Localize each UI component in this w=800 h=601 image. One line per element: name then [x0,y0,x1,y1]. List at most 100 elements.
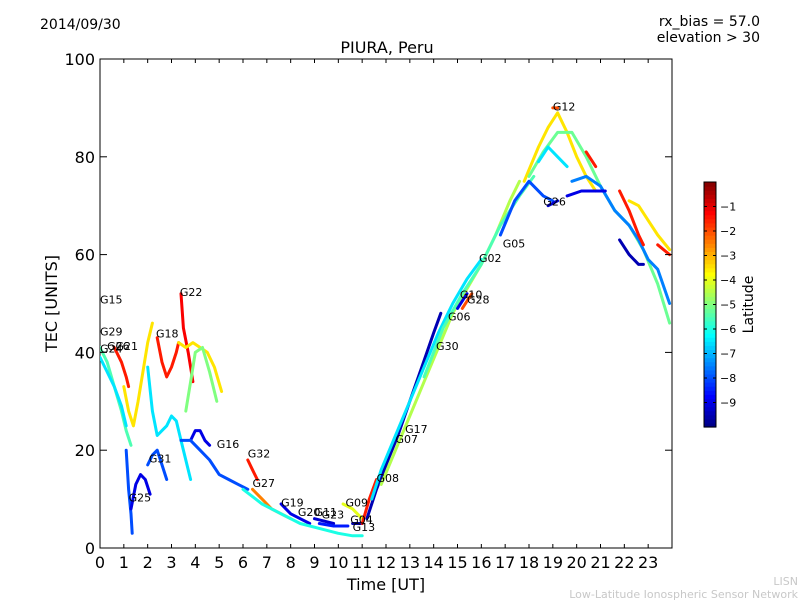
y-tick-label: 100 [64,50,95,69]
colorbar-segment [704,226,716,232]
satellite-label-g11: G11 [315,506,338,519]
satellite-label-g27: G27 [253,477,276,490]
colorbar-segment [704,312,716,318]
colorbar-segment [704,422,716,428]
colorbar-tick-label: −4 [720,274,736,287]
series-g28 [460,292,474,310]
x-tick-label: 22 [614,553,634,572]
colorbar-tick-label: −2 [720,225,736,238]
colorbar-segment [704,304,716,310]
colorbar-segment [704,410,716,416]
y-tick-label: 20 [75,441,95,460]
series-g26c [565,189,607,198]
colorbar-segment [704,345,716,351]
series-g26b [570,174,672,305]
series-g13 [627,199,672,252]
satellite-label-g07: G07 [396,433,419,446]
satellite-label-g13: G13 [353,521,376,534]
series-g08 [360,478,378,525]
x-tick-label: 23 [638,553,658,572]
satellite-label-g15: G15 [100,294,123,307]
x-tick-label: 19 [543,553,563,572]
colorbar-tick-label: −8 [720,372,736,385]
satellite-label-g25: G25 [129,492,152,505]
colorbar-segment [704,300,716,306]
series-g12d [537,145,569,169]
colorbar-segment [704,231,716,236]
colorbar-tick-label: −5 [720,299,736,312]
series-g05 [498,179,555,237]
x-tick-label: 16 [471,553,491,572]
colorbar-segment [704,259,716,265]
colorbar-segment [704,394,716,400]
colorbar-segment [704,263,716,269]
colorbar-segment [704,243,716,248]
colorbar-segment [704,337,716,342]
colorbar-segment [704,333,716,338]
colorbar-segment [704,365,716,371]
x-tick-label: 3 [166,553,176,572]
series-g14 [584,150,598,169]
colorbar-segment [704,414,716,420]
colorbar-segment [704,341,716,346]
x-tick-label: 1 [119,553,129,572]
colorbar-segment [704,406,716,412]
colorbar-segment [704,369,716,375]
colorbar-tick-label: −6 [720,323,736,336]
colorbar-label: Latitude [741,276,757,334]
colorbar-segment [704,308,716,314]
colorbar-tick-label: −7 [720,348,736,361]
series-g32 [246,458,259,481]
colorbar-segment [704,296,716,302]
series-g11 [313,517,336,525]
colorbar-segment [704,386,716,391]
colorbar-segment [704,324,716,330]
series-g22c [184,346,219,413]
colorbar-tick-label: −9 [720,397,736,410]
x-tick-label: 18 [519,553,539,572]
colorbar-segment [704,329,716,334]
x-tick-label: 13 [400,553,420,572]
satellite-label-g08: G08 [376,472,399,485]
colorbar-segment [704,186,716,191]
chart-title: PIURA, Peru [340,38,434,57]
colorbar-segment [704,292,716,297]
elevation-label: elevation > 30 [656,30,760,46]
y-tick-label: 60 [75,246,95,265]
colorbar-segment [704,271,716,277]
colorbar-segment [704,288,716,293]
date-label: 2014/09/30 [40,17,121,33]
colorbar-segment [704,280,716,285]
colorbar-segment [704,222,716,228]
colorbar-segment [704,418,716,424]
y-axis-label: TEC [UNITS] [42,255,61,353]
colorbar-segment [704,267,716,273]
colorbar-segment [704,353,716,359]
satellite-label-g09: G09 [345,496,368,509]
x-tick-label: 14 [423,553,443,572]
colorbar-segment [704,402,716,408]
satellite-label-g12: G12 [553,100,576,113]
satellite-label-g10: G10 [460,289,483,302]
series-g01 [618,189,645,247]
satellite-label-g23: G23 [322,509,345,522]
colorbar-segment [704,284,716,289]
footer-lisn: LISN [773,575,798,588]
satellite-label-g20: G20 [298,506,321,519]
y-tick-label: 80 [75,148,95,167]
x-tick-label: 8 [286,553,296,572]
series-g25 [124,448,134,535]
series-g20 [241,487,364,538]
x-tick-label: 10 [328,553,348,572]
series-g16 [189,429,212,447]
satellite-label-g21: G21 [115,340,138,353]
y-tick-label: 0 [85,539,95,558]
colorbar-tick-label: −1 [720,201,736,214]
x-tick-label: 17 [495,553,515,572]
satellite-label-g18: G18 [156,328,179,341]
series-g25b [129,473,152,511]
colorbar-segment [704,378,716,383]
colorbar-segment [704,361,716,367]
colorbar-segment [704,214,716,220]
colorbar-segment [704,251,716,257]
